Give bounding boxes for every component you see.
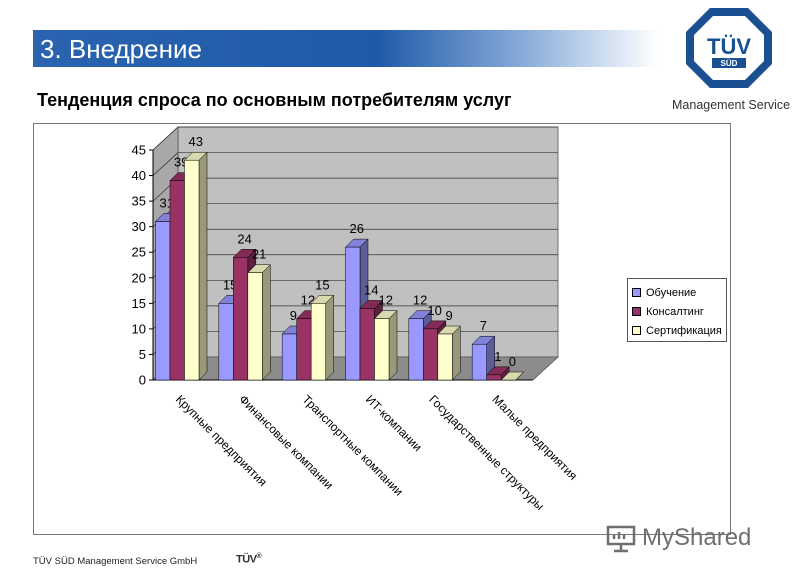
legend-label: Консалтинг <box>646 305 704 318</box>
y-tick-label: 15 <box>132 296 146 311</box>
bar <box>184 159 200 381</box>
legend-item: Консалтинг <box>632 302 726 321</box>
bar <box>155 221 171 381</box>
footer-logo-text: TÜV <box>236 553 257 566</box>
y-tick-label: 30 <box>132 219 146 234</box>
bar <box>345 246 361 381</box>
legend-swatch <box>632 326 641 335</box>
bar-top <box>500 371 525 381</box>
data-label: 14 <box>364 282 378 297</box>
bar-side <box>198 151 208 381</box>
data-label: 15 <box>315 277 329 292</box>
y-tick-label: 35 <box>132 194 146 209</box>
data-label: 9 <box>290 308 297 323</box>
y-tick-label: 40 <box>132 168 146 183</box>
bar <box>233 257 249 381</box>
data-label: 7 <box>480 318 487 333</box>
data-label: 0 <box>509 354 516 369</box>
watermark-text: MyShared <box>642 524 752 551</box>
data-label: 1 <box>494 349 501 364</box>
header-bar <box>33 30 658 67</box>
bar-side <box>325 294 334 381</box>
footer-logo-mark: ® <box>256 553 262 560</box>
y-tick-label: 10 <box>132 321 146 336</box>
data-label: 9 <box>445 308 452 323</box>
x-tick-label: ИТ-компании <box>363 392 425 454</box>
watermark: MyShared <box>606 520 766 556</box>
bar-side <box>452 325 461 381</box>
bar <box>296 318 312 381</box>
y-tick-label: 25 <box>132 245 146 260</box>
bar <box>437 333 453 381</box>
bar <box>281 333 297 381</box>
bar <box>374 318 390 381</box>
y-tick-label: 5 <box>139 347 146 362</box>
legend: Обучение Консалтинг Сертификация <box>627 278 727 342</box>
data-label: 43 <box>189 134 203 149</box>
logo-caption: Management Service <box>672 98 791 112</box>
y-tick-label: 20 <box>132 270 146 285</box>
data-label: 26 <box>350 221 364 236</box>
footer-logo: TÜV® <box>236 553 262 566</box>
data-label: 12 <box>379 293 393 308</box>
bar <box>247 272 263 381</box>
bar-side <box>388 310 398 381</box>
tuv-logo-text: TÜV <box>707 34 751 59</box>
bar <box>486 374 502 381</box>
gridline-side <box>152 126 179 151</box>
presentation-icon <box>606 525 636 553</box>
tuv-logo-sub: SÜD <box>721 59 738 68</box>
data-label: 10 <box>427 303 441 318</box>
footer-text: TÜV SÜD Management Service GmbH <box>33 556 198 567</box>
gridline-side <box>152 152 179 176</box>
bar <box>471 343 487 381</box>
data-label: 21 <box>252 247 266 262</box>
y-tick-label: 45 <box>132 143 146 158</box>
x-tick-label: Государственные структуры <box>426 392 547 513</box>
legend-swatch <box>632 307 641 316</box>
chart-heading: Тенденция спроса по основным потребителя… <box>37 90 512 110</box>
legend-swatch <box>632 288 641 297</box>
tuv-logo: TÜV SÜD <box>684 6 774 90</box>
legend-label: Сертификация <box>646 324 722 337</box>
data-label: 24 <box>237 231 251 246</box>
legend-item: Обучение <box>632 283 726 302</box>
bar <box>423 328 439 381</box>
section-title: 3. Внедрение <box>40 34 202 64</box>
y-tick-label: 0 <box>139 373 146 388</box>
bar <box>359 308 375 381</box>
bar <box>310 303 326 381</box>
legend-label: Обучение <box>646 286 697 299</box>
bar <box>169 180 185 381</box>
data-label: 12 <box>413 293 427 308</box>
bar <box>408 318 424 381</box>
bar-side <box>262 264 271 381</box>
legend-item: Сертификация <box>632 321 726 340</box>
bar <box>218 303 234 381</box>
